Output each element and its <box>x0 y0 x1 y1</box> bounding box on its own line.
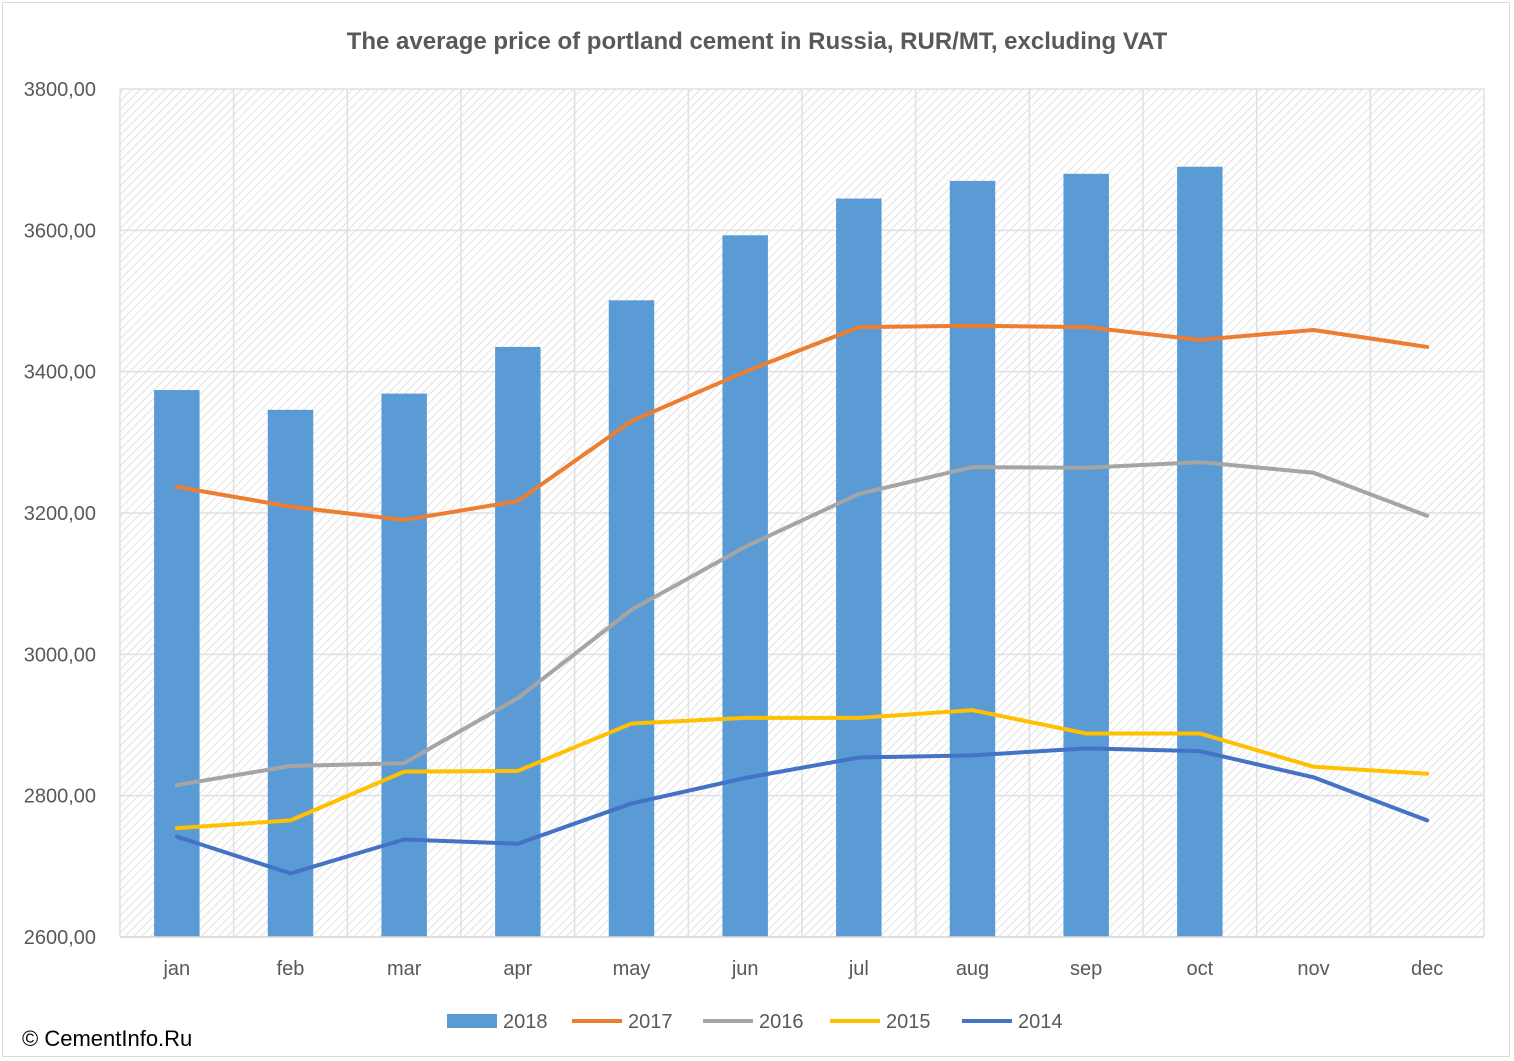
bar-series-2018 <box>154 166 1223 938</box>
y-axis-tick-labels: 2600,00 2800,00 3000,00 3200,00 3400,00 3600,… <box>24 79 96 949</box>
x-axis-tick-labels: jan feb mar apr may jun jul aug sep oct nov dec <box>162 958 1443 980</box>
grid-lines <box>119 88 1485 938</box>
line-series-group <box>174 323 1430 876</box>
legend-label: 2016 <box>759 1011 804 1033</box>
x-tick-label: aug <box>956 958 989 980</box>
x-tick-label: apr <box>503 958 532 980</box>
legend-item-2015: 2015 <box>830 1011 931 1033</box>
chart-title: The average price of portland cement in … <box>347 28 1168 55</box>
x-tick-label: dec <box>1411 958 1443 980</box>
bar-2018-jul <box>836 198 882 938</box>
x-tick-label: jun <box>731 958 759 980</box>
legend-swatch-bar <box>447 1014 497 1028</box>
bar-2018-aug <box>949 180 996 937</box>
bar-2018-may <box>608 300 655 937</box>
legend-label: 2017 <box>628 1011 673 1033</box>
y-tick-label: 3200,00 <box>24 503 96 525</box>
legend-label: 2014 <box>1018 1011 1063 1033</box>
bar-2018-feb <box>267 409 314 937</box>
x-tick-label: mar <box>387 958 422 980</box>
y-tick-label: 2800,00 <box>24 786 96 808</box>
x-tick-label: oct <box>1186 958 1213 980</box>
line-series-2017 <box>174 323 1430 523</box>
line-series-2014 <box>174 746 1430 876</box>
y-tick-label: 3000,00 <box>24 644 96 666</box>
legend: 2018 2017 2016 2015 2014 <box>447 1011 1063 1033</box>
y-tick-label: 3800,00 <box>24 79 96 101</box>
x-tick-label: jan <box>162 958 190 980</box>
legend-item-2018: 2018 <box>447 1011 548 1033</box>
y-tick-label: 2600,00 <box>24 927 96 949</box>
legend-item-2016: 2016 <box>703 1011 804 1033</box>
x-tick-label: feb <box>277 958 305 980</box>
x-tick-label: jul <box>848 958 869 980</box>
bar-2018-sep <box>1063 173 1109 938</box>
copyright-text: © CementInfo.Ru <box>22 1026 192 1051</box>
bar-2018-apr <box>495 346 541 937</box>
legend-label: 2015 <box>886 1011 931 1033</box>
bar-2018-oct <box>1177 166 1223 937</box>
legend-item-2017: 2017 <box>572 1011 673 1033</box>
line-series-2016 <box>174 460 1430 788</box>
bar-2018-jan <box>154 390 200 937</box>
line-series-2015 <box>174 708 1430 831</box>
x-tick-label: nov <box>1297 958 1329 980</box>
x-tick-label: may <box>613 958 651 980</box>
legend-label: 2018 <box>503 1011 548 1033</box>
y-tick-label: 3400,00 <box>24 362 96 384</box>
x-tick-label: sep <box>1070 958 1102 980</box>
y-tick-label: 3600,00 <box>24 220 96 242</box>
legend-item-2014: 2014 <box>962 1011 1063 1033</box>
bar-2018-mar <box>381 393 427 937</box>
bar-2018-jun <box>722 235 768 937</box>
